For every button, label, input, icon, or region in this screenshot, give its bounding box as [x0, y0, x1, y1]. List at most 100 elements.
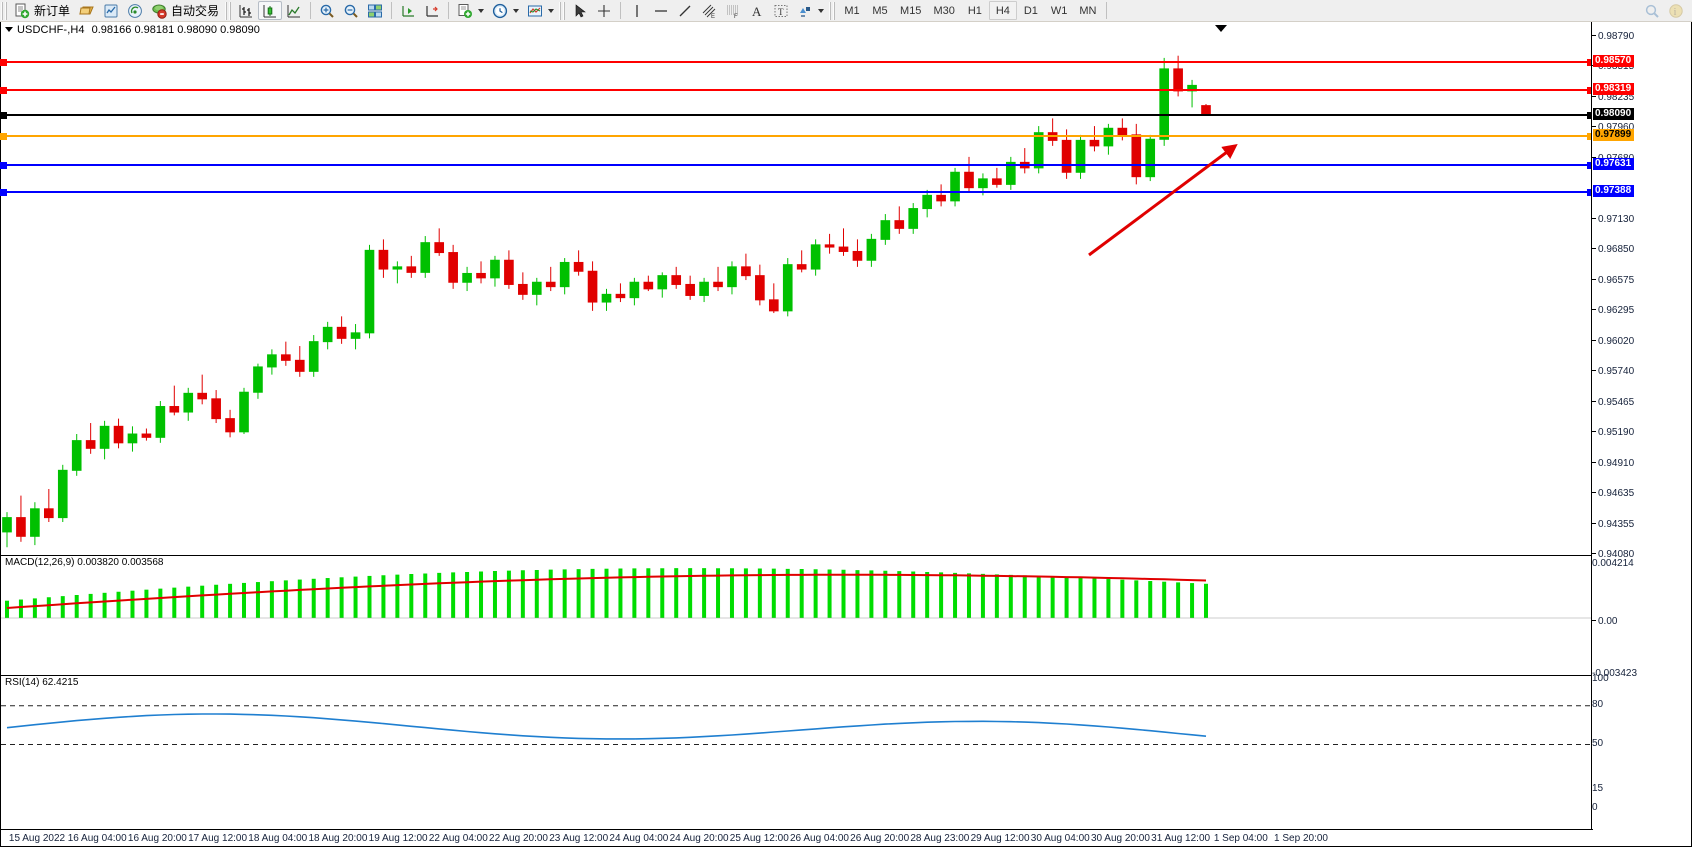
rsi-tick: 100: [1592, 673, 1609, 684]
time-tick: 24 Aug 04:00: [609, 833, 669, 844]
time-tick: 24 Aug 20:00: [669, 833, 729, 844]
tools-group-grip[interactable]: [559, 1, 567, 20]
templates-button[interactable]: [453, 1, 488, 20]
chart-shift-button[interactable]: [420, 1, 444, 20]
shapes-button[interactable]: [793, 1, 828, 20]
chevron-down-icon[interactable]: [478, 8, 485, 13]
cursor-button[interactable]: [568, 1, 592, 20]
price-label-support[interactable]: 0.97388: [1593, 185, 1635, 198]
chevron-down-icon[interactable]: [548, 8, 555, 13]
chevron-down-icon[interactable]: [513, 8, 520, 13]
text-button[interactable]: A: [745, 1, 769, 20]
timeframe-m15[interactable]: M15: [900, 4, 922, 17]
vertical-line-button[interactable]: [625, 1, 649, 20]
toolbar-grip[interactable]: [1, 1, 8, 20]
tile-windows-button[interactable]: [363, 1, 387, 20]
price-label-resistance[interactable]: 0.98570: [1593, 55, 1635, 68]
horizontal-line-button[interactable]: [649, 1, 673, 20]
timeframe-d1[interactable]: D1: [1023, 4, 1038, 17]
level-handle[interactable]: [0, 132, 7, 140]
price-label-resistance[interactable]: 0.98319: [1593, 82, 1635, 95]
price-tick: 0.96575: [1592, 275, 1634, 286]
timeframe-m5[interactable]: M5: [872, 4, 888, 17]
timeframe-w1[interactable]: W1: [1050, 4, 1068, 17]
candlestick-chart-button[interactable]: [258, 1, 283, 20]
level-line[interactable]: [0, 132, 1594, 140]
equidistant-channel-button[interactable]: E: [697, 1, 721, 20]
zoom-out-icon: [344, 4, 358, 18]
price-tick: 0.95740: [1592, 367, 1634, 377]
timeframe-h1[interactable]: H1: [967, 4, 982, 17]
time-tick: 1 Sep 04:00: [1213, 833, 1268, 844]
chart-window[interactable]: USDCHF-,H4 0.98166 0.98181 0.98090 0.980…: [0, 22, 1692, 847]
level-handle[interactable]: [0, 189, 7, 197]
horizontal-line-icon: [655, 9, 668, 12]
toolbar-separator-3: [448, 2, 450, 19]
level-line[interactable]: [0, 86, 1594, 94]
timeframe-m1[interactable]: M1: [844, 4, 860, 17]
time-tick: 17 Aug 12:00: [188, 833, 248, 844]
time-tick: 18 Aug 20:00: [308, 833, 368, 844]
chevron-down-icon[interactable]: [818, 8, 825, 13]
timeframe-mn[interactable]: MN: [1079, 4, 1097, 17]
bar-chart-button[interactable]: [234, 1, 258, 20]
price-tick: 0.94080: [1592, 550, 1634, 560]
new-order-button[interactable]: 新订单: [10, 1, 75, 20]
timeframe-m30[interactable]: M30: [933, 4, 955, 17]
time-tick: 18 Aug 04:00: [248, 833, 308, 844]
trendline-button[interactable]: [673, 1, 697, 20]
time-tick: 1 Sep 20:00: [1274, 833, 1328, 844]
chart-menu-triangle-icon[interactable]: [5, 27, 13, 32]
timeframe-group-grip[interactable]: [829, 1, 837, 20]
level-line[interactable]: [0, 59, 1594, 67]
level-handle[interactable]: [0, 111, 7, 119]
channel-e-icon: E: [702, 4, 716, 19]
crosshair-button[interactable]: [592, 1, 616, 20]
level-line[interactable]: [0, 111, 1594, 119]
cursor-icon: [575, 3, 586, 17]
price-axis[interactable]: 0.987900.985150.982350.979600.976800.971…: [1591, 22, 1691, 846]
price-label-last-price[interactable]: 0.98090: [1593, 107, 1635, 120]
toolbar-separator-4: [620, 2, 622, 19]
periodicity-button[interactable]: [488, 1, 523, 20]
autotrading-button[interactable]: 自动交易: [147, 1, 224, 20]
price-tick: 0.94635: [1592, 488, 1634, 499]
zoom-out-button[interactable]: [339, 1, 363, 20]
line-chart-button[interactable]: [282, 1, 306, 20]
level-handle[interactable]: [0, 162, 7, 170]
price-tick: 0.97960: [1592, 123, 1634, 133]
timeframe-h4[interactable]: H4: [988, 1, 1017, 20]
price-label-support[interactable]: 0.97631: [1593, 158, 1635, 171]
terminal-button[interactable]: [99, 1, 123, 20]
macd-pane[interactable]: MACD(12,26,9) 0.003820 0.003568: [1, 555, 1593, 675]
price-tick: 0.96850: [1592, 245, 1634, 255]
search-button[interactable]: [1640, 1, 1664, 20]
data-window-button[interactable]: [123, 1, 147, 20]
macd-plot: [1, 568, 1593, 619]
main-toolbar: 新订单: [0, 0, 1692, 22]
candlestick-icon: [263, 4, 277, 17]
chart-symbol-label: USDCHF-,H4: [17, 23, 85, 36]
time-tick: 16 Aug 20:00: [127, 833, 187, 844]
chart-type-group-grip[interactable]: [225, 1, 233, 20]
level-line[interactable]: [0, 162, 1594, 170]
rsi-pane[interactable]: RSI(14) 62.4215: [1, 675, 1593, 828]
expert-advisors-button[interactable]: [75, 1, 99, 20]
level-line[interactable]: [0, 189, 1594, 197]
level-handle[interactable]: [0, 59, 7, 67]
time-tick: 30 Aug 20:00: [1090, 833, 1150, 844]
clock-icon: [492, 3, 508, 18]
indicators-button[interactable]: [523, 1, 558, 20]
new-order-label: 新订单: [34, 4, 71, 18]
level-handle[interactable]: [0, 86, 7, 94]
auto-scroll-button[interactable]: [396, 1, 420, 20]
zoom-in-button[interactable]: [315, 1, 339, 20]
label-button[interactable]: T: [769, 1, 793, 20]
time-tick: 19 Aug 12:00: [368, 833, 428, 844]
price-pane[interactable]: [1, 37, 1593, 555]
fibonacci-button[interactable]: F: [721, 1, 745, 20]
price-label-pivot[interactable]: 0.97899: [1593, 128, 1635, 141]
help-button[interactable]: i: [1664, 1, 1688, 20]
time-tick: 16 Aug 04:00: [67, 833, 127, 844]
price-tick: 0.96295: [1592, 306, 1634, 316]
